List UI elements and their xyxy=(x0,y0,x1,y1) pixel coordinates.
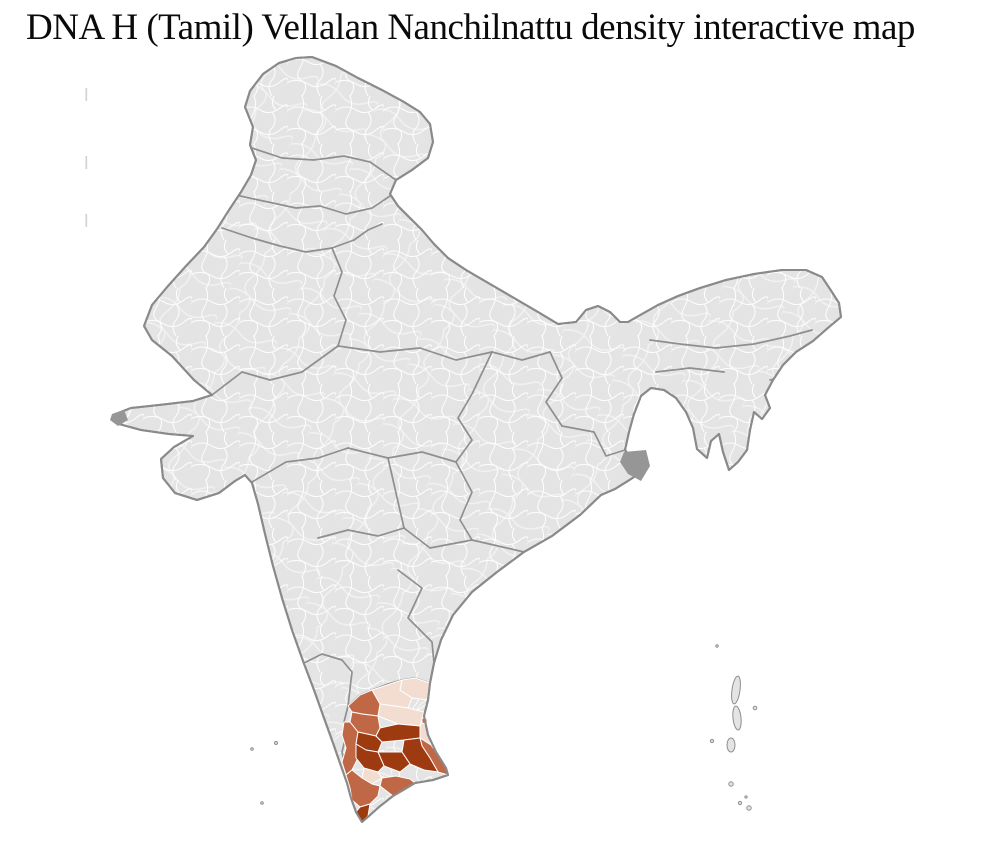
tn-district-high-5[interactable] xyxy=(355,743,385,773)
andaman-nicobar-islands xyxy=(709,644,758,811)
sundarbans-delta-patch xyxy=(620,450,650,481)
district-boundaries-texture xyxy=(113,57,841,822)
edge-tick-marks xyxy=(85,88,88,227)
kutch-west-tip-patch xyxy=(110,410,128,426)
map-title: DNA H (Tamil) Vellalan Nanchilnattu dens… xyxy=(26,7,915,48)
lakshadweep-islands xyxy=(250,741,278,805)
india-outline xyxy=(111,55,843,824)
state-borders xyxy=(211,147,813,813)
